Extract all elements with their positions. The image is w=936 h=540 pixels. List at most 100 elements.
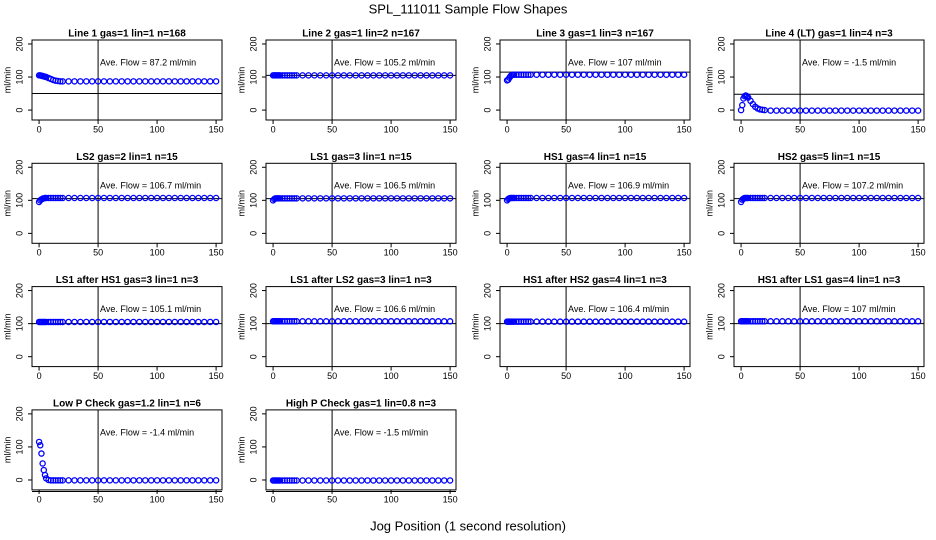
- data-point: [147, 477, 155, 484]
- x-tick-label: 50: [327, 494, 337, 504]
- data-point: [340, 195, 348, 202]
- x-axis-label: Jog Position (1 second resolution): [370, 518, 566, 533]
- data-point: [147, 194, 155, 202]
- y-axis-label: ml/min: [470, 190, 480, 217]
- data-point: [153, 318, 161, 326]
- y-axis-label: ml/min: [2, 437, 12, 464]
- data-point: [189, 78, 196, 85]
- x-tick-label: 0: [271, 124, 276, 134]
- data-point: [525, 194, 532, 202]
- x-tick-label: 50: [327, 124, 337, 134]
- data-point: [598, 318, 605, 325]
- data-point: [669, 71, 676, 78]
- data-point: [615, 318, 623, 325]
- x-tick-label: 50: [93, 248, 103, 258]
- data-point: [657, 194, 664, 202]
- x-tick-label: 150: [677, 371, 692, 381]
- data-point: [334, 72, 342, 79]
- x-tick-label: 50: [795, 371, 805, 381]
- data-point: [112, 318, 120, 326]
- data-point: [159, 318, 167, 326]
- data-point: [195, 194, 202, 202]
- data-point: [305, 318, 312, 325]
- data-point: [405, 318, 413, 325]
- data-point: [657, 318, 664, 325]
- x-tick-label: 50: [93, 494, 103, 504]
- plot-frame: [733, 39, 925, 121]
- data-point: [147, 78, 155, 85]
- plot-frame: [733, 162, 925, 244]
- data-point: [112, 194, 120, 202]
- annotation: Ave. Flow = -1.4 ml/min: [100, 427, 194, 437]
- data-point: [651, 71, 658, 78]
- data-point: [41, 471, 49, 479]
- data-point: [299, 195, 306, 202]
- data-point: [574, 318, 582, 325]
- x-tick-label: 100: [618, 124, 633, 134]
- data-point: [370, 477, 377, 484]
- panel-title: High P Check gas=1 lin=0.8 n=3: [286, 399, 437, 410]
- data-point: [663, 194, 670, 202]
- data-point: [739, 101, 746, 109]
- data-point: [65, 78, 72, 85]
- data-point: [387, 477, 395, 484]
- annotation: Ave. Flow = 87.2 ml/min: [100, 57, 196, 67]
- data-point: [65, 318, 72, 326]
- x-tick-label: 150: [677, 124, 692, 134]
- data-point: [446, 72, 454, 79]
- data-point: [346, 477, 354, 484]
- data-point: [57, 194, 64, 202]
- data-point: [94, 477, 102, 484]
- y-tick-label: 0: [14, 231, 24, 236]
- y-tick-label: 200: [14, 160, 24, 175]
- data-point: [867, 194, 875, 202]
- x-tick-label: 0: [37, 124, 42, 134]
- data-point: [562, 71, 570, 78]
- data-point: [525, 318, 532, 325]
- data-point: [352, 72, 359, 79]
- data-point: [38, 450, 45, 457]
- data-point: [808, 318, 816, 325]
- data-point: [610, 71, 617, 78]
- annotation: Ave. Flow = 106.9 ml/min: [568, 181, 669, 191]
- data-point: [358, 72, 365, 79]
- x-tick-label: 100: [618, 248, 633, 258]
- data-point: [293, 318, 300, 325]
- x-tick-label: 100: [852, 371, 867, 381]
- panel-title: HS1 after LS1 gas=4 lin=1 n=3: [758, 275, 901, 286]
- data-point: [556, 71, 564, 78]
- data-point: [405, 477, 413, 484]
- figure-title: SPL_111011 Sample Flow Shapes: [369, 1, 568, 16]
- data-point: [171, 318, 179, 326]
- data-point: [393, 318, 401, 325]
- x-tick-label: 100: [150, 248, 165, 258]
- data-point: [399, 318, 407, 325]
- data-point: [65, 477, 72, 484]
- x-tick-label: 100: [852, 124, 867, 134]
- y-axis-label: ml/min: [704, 67, 714, 94]
- data-point: [57, 318, 64, 326]
- data-point: [340, 477, 348, 484]
- data-point: [674, 318, 682, 325]
- data-point: [598, 194, 605, 202]
- x-tick-label: 0: [37, 494, 42, 504]
- data-point: [627, 71, 635, 78]
- data-point: [651, 318, 658, 325]
- plot-frame: [499, 39, 691, 121]
- data-point: [305, 72, 312, 79]
- y-axis-label: ml/min: [236, 67, 246, 94]
- data-point: [796, 318, 804, 325]
- data-point: [586, 194, 593, 202]
- data-point: [212, 194, 220, 202]
- data-point: [785, 107, 792, 114]
- panel-title: Line 2 gas=1 lin=2 n=167: [302, 29, 420, 40]
- data-point: [767, 194, 774, 202]
- data-point: [849, 194, 857, 202]
- data-point: [674, 194, 682, 202]
- data-point: [130, 477, 137, 484]
- data-point: [293, 72, 300, 79]
- data-point: [159, 78, 167, 85]
- data-point: [651, 194, 658, 202]
- data-point: [435, 195, 442, 202]
- data-point: [387, 72, 395, 79]
